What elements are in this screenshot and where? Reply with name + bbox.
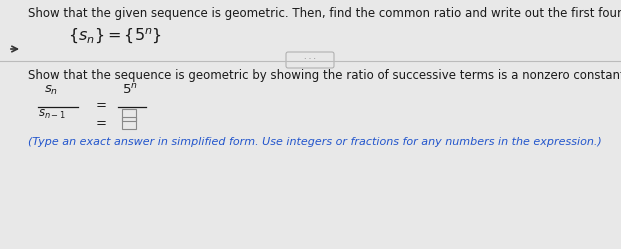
Bar xyxy=(122,117,136,129)
Text: $\{s_n\} = \{5^n\}$: $\{s_n\} = \{5^n\}$ xyxy=(68,27,162,46)
Text: Show that the given sequence is geometric. Then, find the common ratio and write: Show that the given sequence is geometri… xyxy=(28,7,621,20)
Text: $=$: $=$ xyxy=(93,98,107,111)
Text: $s_{n-1}$: $s_{n-1}$ xyxy=(38,108,66,121)
Text: $5^n$: $5^n$ xyxy=(122,83,138,97)
Text: Show that the sequence is geometric by showing the ratio of successive terms is : Show that the sequence is geometric by s… xyxy=(28,69,621,82)
Text: (Type an exact answer in simplified form. Use integers or fractions for any numb: (Type an exact answer in simplified form… xyxy=(28,137,602,147)
Text: $s_n$: $s_n$ xyxy=(44,84,58,97)
Text: $=$: $=$ xyxy=(93,116,107,128)
FancyBboxPatch shape xyxy=(286,52,334,68)
Text: · · ·: · · · xyxy=(304,55,316,64)
Bar xyxy=(122,109,136,121)
